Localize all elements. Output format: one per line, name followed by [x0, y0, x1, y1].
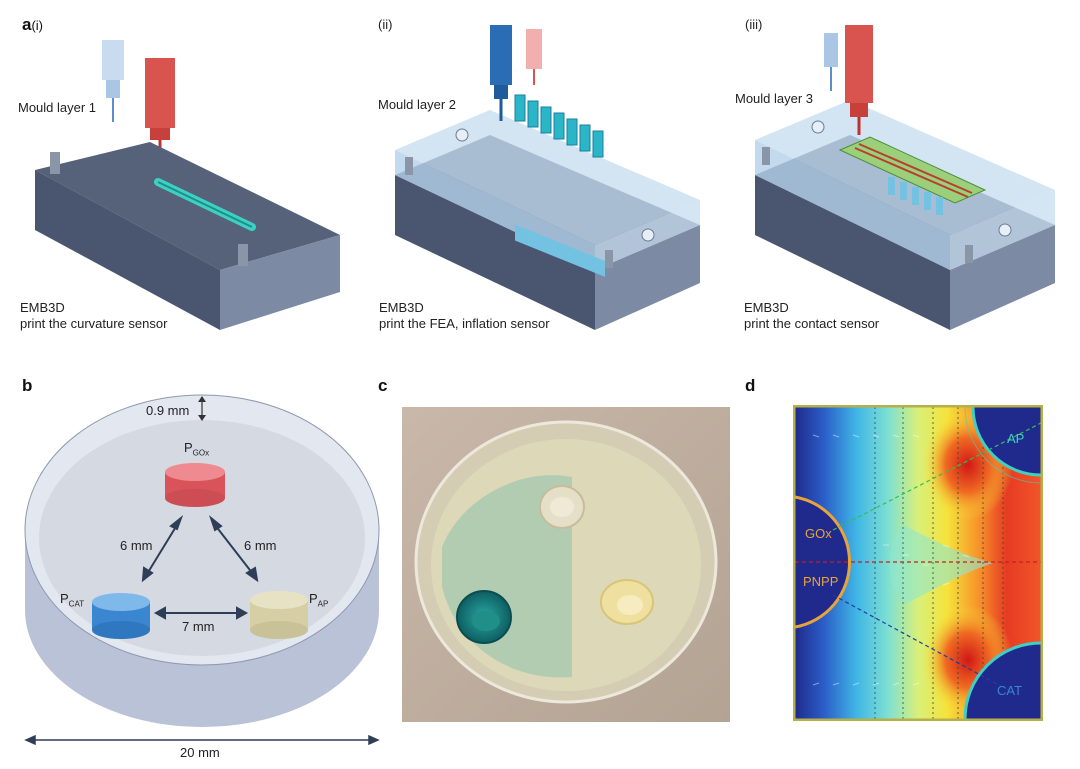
cat-cylinder — [92, 593, 150, 639]
diameter-label: 20 mm — [180, 745, 220, 760]
step-2-numeral: (ii) — [378, 17, 393, 32]
ap-cylinder — [250, 591, 308, 639]
p-cat-label: PCAT — [60, 591, 85, 609]
simulation-heatmap — [793, 405, 1043, 721]
panel-a-letter: a(i) — [22, 15, 44, 34]
step-1-numeral: (i) — [31, 18, 44, 33]
mould-layer-2-illustration — [395, 25, 700, 330]
step-1-caption: EMB3D print the curvature sensor — [20, 300, 168, 331]
p-gox-label: PGOx — [184, 440, 210, 458]
distance-left-label: 6 mm — [120, 538, 153, 553]
mould-layer-3-illustration — [755, 25, 1055, 330]
step-2-caption: EMB3D print the FEA, inflation sensor — [379, 300, 550, 331]
panel-d-letter: d — [745, 376, 756, 395]
mould-layer-2-label: Mould layer 2 — [378, 97, 457, 112]
label-gox: GOx — [805, 526, 832, 541]
wall-thickness-label: 0.9 mm — [146, 403, 190, 418]
step-3-numeral: (iii) — [745, 17, 763, 32]
step-3-caption: EMB3D print the contact sensor — [744, 300, 880, 331]
panel-c-letter: c — [378, 376, 388, 395]
fea-structure — [515, 224, 605, 277]
label-cat: CAT — [997, 683, 1023, 698]
panel-b-letter: b — [22, 376, 33, 395]
flux-vectors — [812, 434, 970, 686]
label-pnpp: PNPP — [803, 574, 839, 589]
mould-layer-3-label: Mould layer 3 — [735, 91, 814, 106]
gox-cylinder — [165, 463, 225, 507]
blue-nozzle — [102, 40, 124, 122]
label-ap: AP — [1007, 431, 1025, 446]
mould-layer-1-label: Mould layer 1 — [18, 100, 97, 115]
contact-sensor — [838, 136, 987, 204]
petri-dish-diagram — [24, 394, 380, 746]
distance-right-label: 6 mm — [244, 538, 277, 553]
petri-dish-photo — [402, 407, 730, 722]
distance-bottom-label: 7 mm — [182, 619, 215, 634]
mould-layer-1-illustration — [35, 40, 340, 330]
p-ap-label: PAP — [309, 591, 329, 609]
